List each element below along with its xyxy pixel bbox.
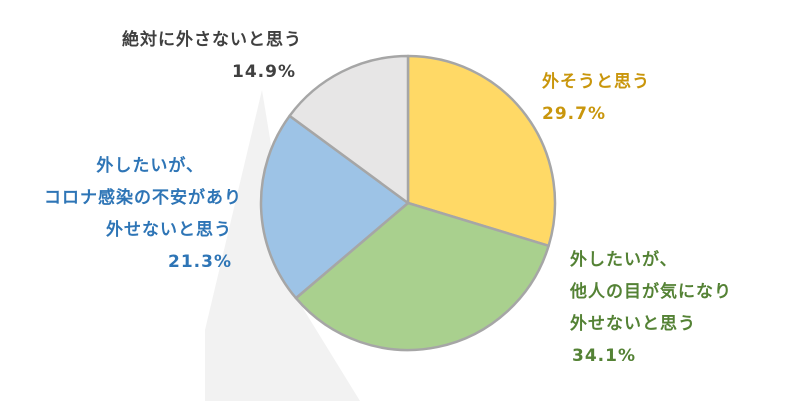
pie-slice-others [294,201,550,352]
slice-label-others: 外したいが、 他人の目が気になり 外せないと思う 34.1% [570,244,732,372]
pie-slice-remove [406,54,557,248]
slice-label-others-line: 外したいが、 [570,250,678,270]
pie-slice-keep [288,54,410,205]
slice-label-keep-line: 絶対に外さないと思う [122,30,302,50]
slice-label-keep: 絶対に外さないと思う 14.9% [102,24,302,88]
slice-label-remove-line: 外そうと思う [542,72,650,92]
slice-label-remove: 外そうと思う 29.7% [542,66,650,130]
slice-value-corona: 21.3% [168,252,232,272]
slice-label-others-line: 他人の目が気になり [570,282,732,302]
slice-label-corona-line: コロナ感染の不安があり [44,188,242,208]
slice-label-corona: 外したいが、 コロナ感染の不安があり 外せないと思う 21.3% [10,150,242,278]
slice-value-others: 34.1% [572,346,636,366]
slice-label-others-line: 外せないと思う [570,314,696,334]
pie-slice-corona [259,114,410,300]
slice-label-corona-line: 外せないと思う [106,220,232,240]
slice-value-keep: 14.9% [232,62,296,82]
slice-value-remove: 29.7% [542,104,606,124]
slice-label-corona-line: 外したいが、 [96,156,204,176]
